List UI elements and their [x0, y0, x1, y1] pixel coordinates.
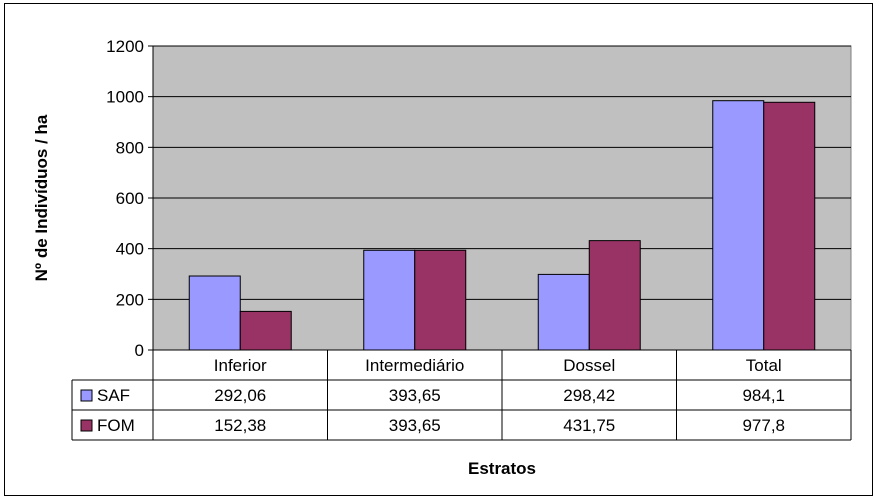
y-tick-label: 1200: [106, 37, 144, 56]
legend-key-fom: [80, 419, 93, 432]
y-tick-label: 1000: [106, 88, 144, 107]
data-label: 431,75: [563, 416, 615, 435]
bar-saf-3: [712, 100, 765, 351]
bar-fom-1: [414, 249, 467, 351]
bar-fom-3: [763, 101, 816, 351]
bar-saf-2: [537, 273, 590, 351]
legend-label: SAF: [97, 386, 130, 405]
bar-saf-0: [188, 275, 241, 351]
data-label: 152,38: [214, 416, 266, 435]
y-axis: 0 200 400 600 800 1000 1200: [106, 37, 154, 360]
y-tick-label: 800: [116, 138, 144, 157]
data-table: Inferior Intermediário Dossel Total SAF 292,0…: [71, 349, 852, 441]
legend-key-saf: [80, 389, 93, 402]
data-label: 984,1: [742, 386, 785, 405]
bar-fom-0: [239, 310, 292, 351]
data-label: 393,65: [389, 386, 441, 405]
bar-saf-1: [363, 249, 416, 351]
data-label: 292,06: [214, 386, 266, 405]
y-axis-title: Nº de Indivíduos / ha: [32, 114, 51, 281]
x-tick-label: Dossel: [563, 356, 615, 375]
y-tick-label: 600: [116, 189, 144, 208]
y-tick-label: 0: [135, 341, 144, 360]
y-tick-label: 200: [116, 290, 144, 309]
bars: [188, 100, 816, 351]
data-label: 298,42: [563, 386, 615, 405]
x-tick-label: Total: [746, 356, 782, 375]
legend-label: FOM: [97, 416, 135, 435]
x-tick-label: Inferior: [214, 356, 267, 375]
data-label: 393,65: [389, 416, 441, 435]
x-tick-label: Intermediário: [365, 356, 464, 375]
data-label: 977,8: [742, 416, 785, 435]
x-axis-title: Estratos: [468, 459, 536, 478]
bar-fom-2: [588, 240, 641, 351]
y-tick-label: 400: [116, 240, 144, 259]
